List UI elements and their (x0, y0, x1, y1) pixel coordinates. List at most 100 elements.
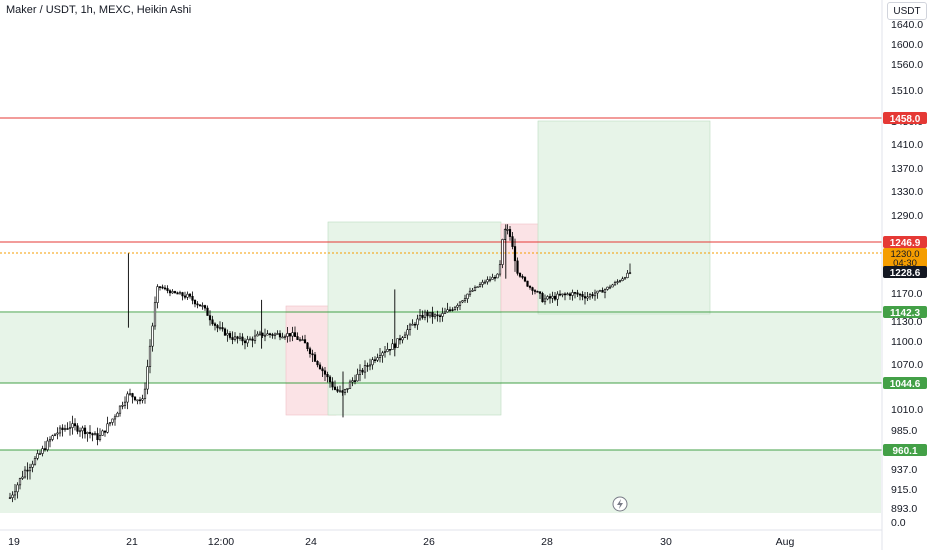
x-tick-label: 28 (541, 536, 553, 548)
candle (246, 335, 249, 347)
candle (608, 284, 612, 290)
candle (83, 425, 87, 439)
candle (21, 470, 24, 480)
candle (66, 422, 69, 430)
candle (536, 290, 539, 293)
candle (203, 304, 207, 311)
candle (343, 388, 347, 396)
candle (168, 289, 172, 297)
candle (618, 279, 622, 283)
x-tick-label: Aug (776, 536, 795, 548)
last-price-label: 1228.6 (883, 266, 927, 279)
candle (151, 322, 154, 352)
candle (178, 290, 182, 295)
candle (458, 301, 462, 310)
candle (321, 366, 324, 377)
candle (606, 286, 609, 291)
candle (18, 477, 22, 490)
candle (526, 280, 529, 287)
candle (323, 367, 327, 381)
long-position-zone-2 (537, 120, 711, 315)
long-position-zone-1 (327, 221, 502, 416)
level-price-label: 1044.6 (883, 377, 927, 390)
lightning-icon[interactable] (612, 496, 628, 512)
candle (538, 291, 542, 299)
price-axis[interactable]: 1640.01600.01560.01510.01450.01410.01370… (881, 0, 923, 550)
currency-selector[interactable]: USDT (887, 2, 927, 20)
candle (181, 291, 184, 301)
candle (306, 342, 309, 352)
candle (601, 287, 604, 293)
candle (176, 291, 179, 295)
candle (31, 460, 34, 473)
candle (123, 396, 127, 409)
candle (316, 360, 319, 368)
candle (258, 330, 262, 336)
y-tick-label: 1560.0 (891, 59, 923, 71)
short-position-zone-1 (285, 305, 337, 416)
candle (556, 291, 559, 306)
candle (101, 429, 104, 436)
candle (281, 332, 284, 339)
candle (523, 276, 527, 283)
candle (603, 288, 607, 299)
y-tick-label: 893.0 (891, 503, 917, 515)
candle (91, 432, 94, 442)
x-tick-label: 30 (660, 536, 672, 548)
candle (363, 360, 367, 379)
candle (71, 415, 74, 435)
candle (61, 424, 64, 437)
candle (333, 380, 337, 391)
candle (288, 333, 292, 342)
candle (46, 437, 49, 452)
candle (211, 315, 214, 326)
candle (156, 284, 159, 309)
y-tick-label: 937.0 (891, 464, 917, 476)
candle (38, 450, 42, 455)
candle (233, 332, 237, 342)
candle (133, 396, 137, 402)
candle (16, 482, 19, 499)
candle (131, 392, 134, 404)
y-tick-label: 1130.0 (891, 316, 922, 328)
candle (51, 434, 54, 442)
y-tick-label: 1330.0 (891, 186, 923, 198)
y-tick-label: 1410.0 (891, 139, 923, 151)
candle (328, 375, 332, 388)
candle (13, 484, 17, 501)
candle (628, 263, 632, 275)
candle (511, 232, 514, 250)
candle (468, 287, 472, 297)
candle (346, 388, 349, 393)
candle (213, 322, 217, 331)
candle (371, 357, 374, 370)
time-axis[interactable]: 19 21 12:00 24 26 28 30 Aug (0, 529, 882, 548)
candle (33, 456, 37, 466)
y-tick-label: 1370.0 (891, 163, 923, 175)
candle (276, 330, 279, 335)
short-position-zone-2 (500, 223, 544, 313)
candle (408, 322, 412, 336)
candle (138, 396, 142, 405)
candle (141, 394, 144, 404)
candle (588, 292, 592, 300)
candle (268, 332, 272, 338)
candle (216, 324, 219, 333)
candle (196, 301, 199, 309)
y-tick-label: 1070.0 (891, 359, 923, 371)
candle (488, 276, 492, 283)
candle (161, 284, 164, 290)
candle (143, 382, 147, 404)
candle (218, 321, 222, 331)
candle (426, 309, 429, 323)
candle (136, 399, 139, 405)
candle (356, 368, 359, 382)
level-lines (0, 117, 882, 451)
candle (336, 386, 339, 393)
y-tick-label: 0.0 (891, 517, 906, 529)
svg-text:1458.0: 1458.0 (890, 114, 921, 125)
candle (153, 296, 157, 330)
candle (456, 303, 459, 311)
y-tick-label: 985.0 (891, 425, 917, 437)
